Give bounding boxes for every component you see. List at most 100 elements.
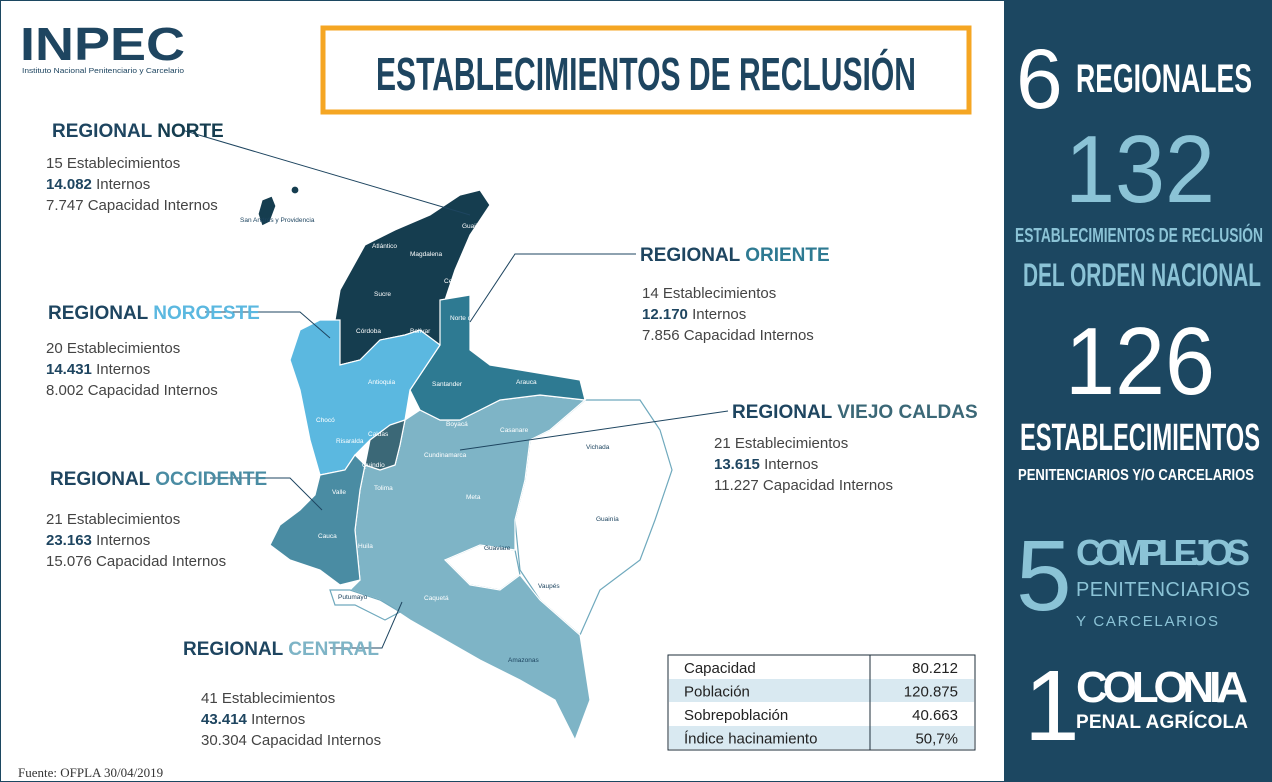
source: Fuente: OFPLA 30/04/2019 xyxy=(18,765,163,780)
title-box xyxy=(320,25,972,115)
sidebar-label: COMPLEJOS xyxy=(1076,532,1250,573)
map-label: Boyacá xyxy=(446,421,468,428)
region-inmates: 12.170 Internos xyxy=(642,306,746,323)
region-title: REGIONAL NORTE xyxy=(52,121,224,142)
map-label: Tolima xyxy=(374,485,393,492)
map-label: Antioquia xyxy=(368,379,395,386)
region-name: CENTRAL xyxy=(288,639,379,660)
big-number: 6 xyxy=(1016,32,1063,126)
region-inmates: 43.414 Internos xyxy=(201,711,305,728)
big-number: 1 xyxy=(1024,650,1080,762)
region-establishments: 15 Establecimientos xyxy=(46,155,180,172)
region-capacity: 11.227 Capacidad Internos xyxy=(714,477,893,494)
map-label: Vaupés xyxy=(538,583,560,590)
big-number: 126 xyxy=(1065,308,1215,415)
region-title: REGIONAL ORIENTE xyxy=(640,245,830,266)
region-inmates: 13.615 Internos xyxy=(714,456,818,473)
region-prefix: REGIONAL xyxy=(50,469,151,490)
map-label: Valle xyxy=(332,489,346,496)
connector xyxy=(181,129,471,216)
map-label: Sucre xyxy=(374,291,391,298)
inmates-number: 43.414 xyxy=(201,711,248,728)
big-number: 132 xyxy=(1065,116,1215,223)
map-label: Cundinamarca xyxy=(424,452,467,459)
sidebar xyxy=(1005,0,1272,782)
summary-table xyxy=(667,654,976,751)
sidebar-label: COLONIA xyxy=(1076,663,1248,712)
logo-subtitle: Instituto Nacional Penitenciario y Carce… xyxy=(22,66,184,75)
table-cell: Población xyxy=(684,684,750,701)
region-name: ORIENTE xyxy=(745,245,829,266)
region-title: REGIONAL OCCIDENTE xyxy=(50,469,267,490)
map-label: Nariño xyxy=(286,565,306,572)
table-cell: Capacidad xyxy=(684,660,756,677)
region-capacity: 30.304 Capacidad Internos xyxy=(201,732,381,749)
map-label: Caquetá xyxy=(424,595,449,602)
map-label: Huila xyxy=(358,543,373,550)
table-cell: Índice hacinamiento xyxy=(684,731,817,748)
region-prefix: REGIONAL xyxy=(52,121,153,142)
big-number: 5 xyxy=(1016,520,1072,632)
region-title: REGIONAL NOROESTE xyxy=(48,303,260,324)
region-establishments: 20 Establecimientos xyxy=(46,340,180,357)
region-inmates: 23.163 Internos xyxy=(46,532,150,549)
map-label: Chocó xyxy=(316,417,335,424)
region-capacity: 8.002 Capacidad Internos xyxy=(46,382,218,399)
table-cell: 40.663 xyxy=(912,707,958,724)
title: ESTABLECIMIENTOS DE RECLUSIÓN xyxy=(376,48,916,100)
map-label: Risaralda xyxy=(336,438,364,445)
map-label: San Andrés y Providencia xyxy=(240,217,315,224)
region-establishments: 21 Establecimientos xyxy=(714,435,848,452)
map-label: Bolívar xyxy=(410,328,431,335)
sidebar-label: DEL ORDEN NACIONAL xyxy=(1023,257,1261,293)
map-label: Norte de Santander xyxy=(450,315,508,322)
map-label: Vichada xyxy=(586,444,610,451)
region-capacity: 7.747 Capacidad Internos xyxy=(46,197,218,214)
region-capacity: 15.076 Capacidad Internos xyxy=(46,553,226,570)
inmates-number: 14.082 xyxy=(46,176,92,193)
map-label: Córdoba xyxy=(356,328,381,335)
sidebar-label: Y CARCELARIOS xyxy=(1076,613,1218,630)
connector xyxy=(330,601,403,649)
map: San Andrés y Providencia Guajira Atlántico… xyxy=(240,185,673,742)
row-band xyxy=(669,679,974,702)
map-label: Caldas xyxy=(368,431,389,438)
region-viejo-caldas xyxy=(364,419,406,471)
inmates-number: 12.170 xyxy=(642,306,688,323)
region-light xyxy=(514,399,673,636)
region-title: REGIONAL VIEJO CALDAS xyxy=(732,402,978,423)
region-name: NOROESTE xyxy=(153,303,260,324)
connector xyxy=(210,477,323,511)
map-label: Santander xyxy=(432,381,463,388)
island xyxy=(290,185,300,195)
map-label: Casanare xyxy=(500,427,529,434)
logo: INPEC xyxy=(20,18,185,70)
region-inmates: 14.082 Internos xyxy=(46,176,150,193)
map-label: Cauca xyxy=(318,533,337,540)
inmates-number: 13.615 xyxy=(714,456,760,473)
inmates-label: Internos xyxy=(764,456,818,473)
inmates-label: Internos xyxy=(96,532,150,549)
region-establishments: 21 Establecimientos xyxy=(46,511,180,528)
region-prefix: REGIONAL xyxy=(48,303,149,324)
inmates-label: Internos xyxy=(96,176,150,193)
inmates-label: Internos xyxy=(96,361,150,378)
map-label: Guainía xyxy=(596,516,619,523)
region-name: VIEJO CALDAS xyxy=(837,402,977,423)
map-label: Atlántico xyxy=(372,243,397,250)
region-name: OCCIDENTE xyxy=(155,469,267,490)
table-cell: 50,7% xyxy=(915,731,958,748)
region-title: REGIONAL CENTRAL xyxy=(183,639,379,660)
connector xyxy=(205,311,331,339)
inmates-number: 14.431 xyxy=(46,361,92,378)
row-band xyxy=(669,726,974,749)
region-establishments: 41 Establecimientos xyxy=(201,690,335,707)
inmates-label: Internos xyxy=(692,306,746,323)
map-label: Magdalena xyxy=(410,251,443,258)
map-label: Cesar xyxy=(444,278,462,285)
region-light xyxy=(329,589,402,621)
map-label: Meta xyxy=(466,494,481,501)
connector xyxy=(469,253,636,323)
region-prefix: REGIONAL xyxy=(732,402,833,423)
